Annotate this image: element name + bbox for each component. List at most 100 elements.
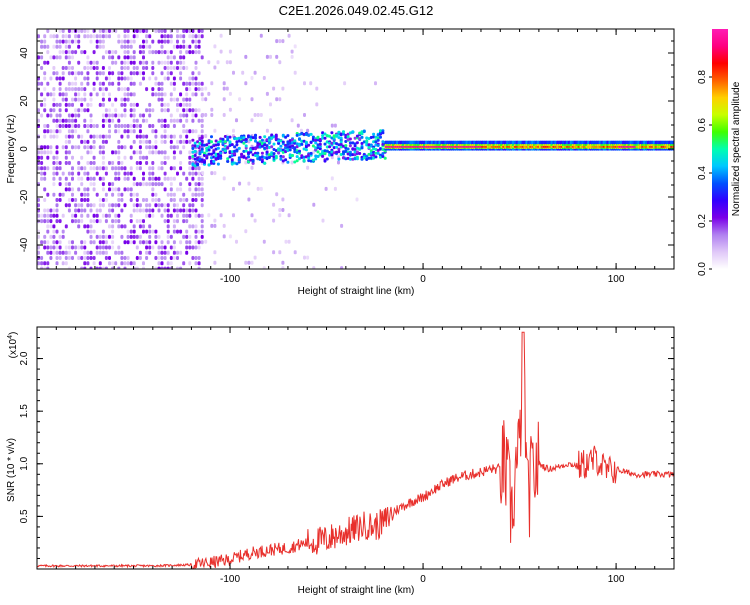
spectrogram-cell [67, 60, 71, 65]
spectrogram-cell [335, 150, 338, 154]
spectrogram-cell [323, 136, 327, 140]
spectrogram-cell [77, 44, 81, 49]
spectrogram-cell [123, 92, 127, 97]
spectrogram-cell [52, 34, 56, 39]
spectrogram-cell [197, 29, 201, 33]
spectrogram-cell [207, 163, 211, 167]
spectrogram-cell [64, 150, 68, 155]
spectrogram-cell [74, 250, 78, 255]
spectrogram-cell [355, 157, 359, 161]
spectrogram-cell [314, 154, 318, 158]
spectrogram-cell [142, 113, 145, 118]
spectrogram-cell [176, 44, 179, 49]
spectrogram-cell [200, 198, 204, 202]
spectrogram-cell [265, 54, 269, 59]
spectrogram-cell [200, 176, 204, 181]
spectrogram-cell [172, 134, 176, 139]
spectrogram-cell [210, 152, 213, 156]
spectrogram-cell [376, 138, 380, 142]
spectrogram-cell [61, 229, 65, 234]
spectrogram-cell [98, 245, 102, 250]
spectrogram-cell [111, 60, 115, 65]
snr-x-tick-label: -100 [220, 574, 240, 585]
spectrogram-cell [67, 240, 71, 245]
spectrogram-cell [188, 182, 192, 187]
spectrogram-cell [197, 44, 201, 49]
spectrogram-cell [379, 129, 382, 133]
spectrogram-cell [49, 134, 53, 139]
spectrogram-cell [163, 266, 167, 269]
spectrogram-cell [198, 157, 202, 161]
spectrogram-cell [83, 66, 87, 70]
spectrogram-cell [120, 208, 124, 213]
spectrogram-cell [343, 81, 347, 86]
spectrogram-cell [71, 213, 74, 218]
spectrogram-cell [92, 182, 96, 187]
spectrogram-cell [318, 142, 322, 146]
spectrogram-cell [135, 245, 139, 250]
spectrogram-cell [126, 44, 130, 49]
spectrogram-cell [176, 187, 179, 192]
spectrogram-cell [43, 129, 47, 134]
spectrogram-cell [166, 134, 170, 139]
spectrogram-cell [219, 49, 223, 54]
spectrogram-cell [58, 39, 62, 44]
spectrogram-cell [191, 171, 195, 176]
spectrogram-cell [138, 139, 142, 144]
spectrogram-cell [203, 154, 206, 157]
spectrogram-cell [145, 198, 149, 202]
spectrogram-cell [365, 136, 369, 140]
spectrogram-cell [43, 39, 47, 44]
spectrogram-cell [40, 113, 44, 118]
spectrogram-cell [129, 113, 133, 118]
spectrogram-cell [132, 108, 136, 113]
spectrogram-cell [132, 66, 136, 70]
spectrogram-cell [52, 161, 56, 165]
spectrogram-cell [46, 92, 50, 97]
spectrogram-cell [191, 256, 195, 260]
spectrogram-cell [138, 29, 142, 33]
spectrogram-cell [151, 245, 155, 250]
spectrogram-cell [37, 108, 40, 113]
spectrogram-cell [253, 113, 257, 117]
spectrogram-cell [104, 266, 108, 269]
spectrogram-cell [92, 139, 96, 144]
spectrogram-cell [101, 161, 105, 165]
spectrogram-cell [120, 113, 124, 118]
spectrogram-cell [40, 240, 44, 245]
spectrogram-cell [191, 81, 195, 86]
spectrogram-cell [374, 155, 378, 159]
spectrogram-cell [291, 154, 294, 158]
spectrogram-cell [157, 150, 161, 155]
spectrogram-cell [138, 71, 142, 76]
spectrogram-cell [160, 166, 164, 171]
spectrogram-cell [232, 213, 235, 218]
spectrogram-cell [135, 208, 139, 213]
spectrogram-cell [58, 92, 62, 97]
spectrogram-cell [200, 139, 204, 143]
spectrogram-cell [298, 143, 301, 147]
spectrogram-cell [272, 155, 276, 159]
spectrogram-cell [182, 208, 186, 213]
spectrogram-y-tick-label: 20 [19, 95, 30, 107]
spectrogram-cell [101, 187, 105, 192]
spectrogram-cell [89, 266, 93, 269]
spectrogram-cell [148, 108, 152, 113]
spectrogram-cell [179, 240, 183, 245]
spectrogram-cell [213, 171, 217, 176]
spectrogram-cell [204, 97, 208, 102]
spectrogram-cell [284, 143, 288, 147]
spectrogram-cell [230, 158, 234, 162]
spectrogram-cell [111, 71, 115, 76]
spectrogram-cell [205, 143, 209, 147]
spectrogram-cell [176, 213, 179, 218]
spectrogram-cell [191, 198, 195, 202]
spectrogram-cell [242, 141, 246, 145]
spectrogram-cell [299, 128, 303, 133]
spectrogram-cell [278, 39, 282, 44]
spectrogram-cell [160, 60, 164, 65]
spectrogram-cell [225, 86, 229, 91]
spectrogram-cell [74, 113, 78, 118]
spectrogram-cell [123, 113, 127, 118]
spectrogram-cell [46, 29, 50, 33]
